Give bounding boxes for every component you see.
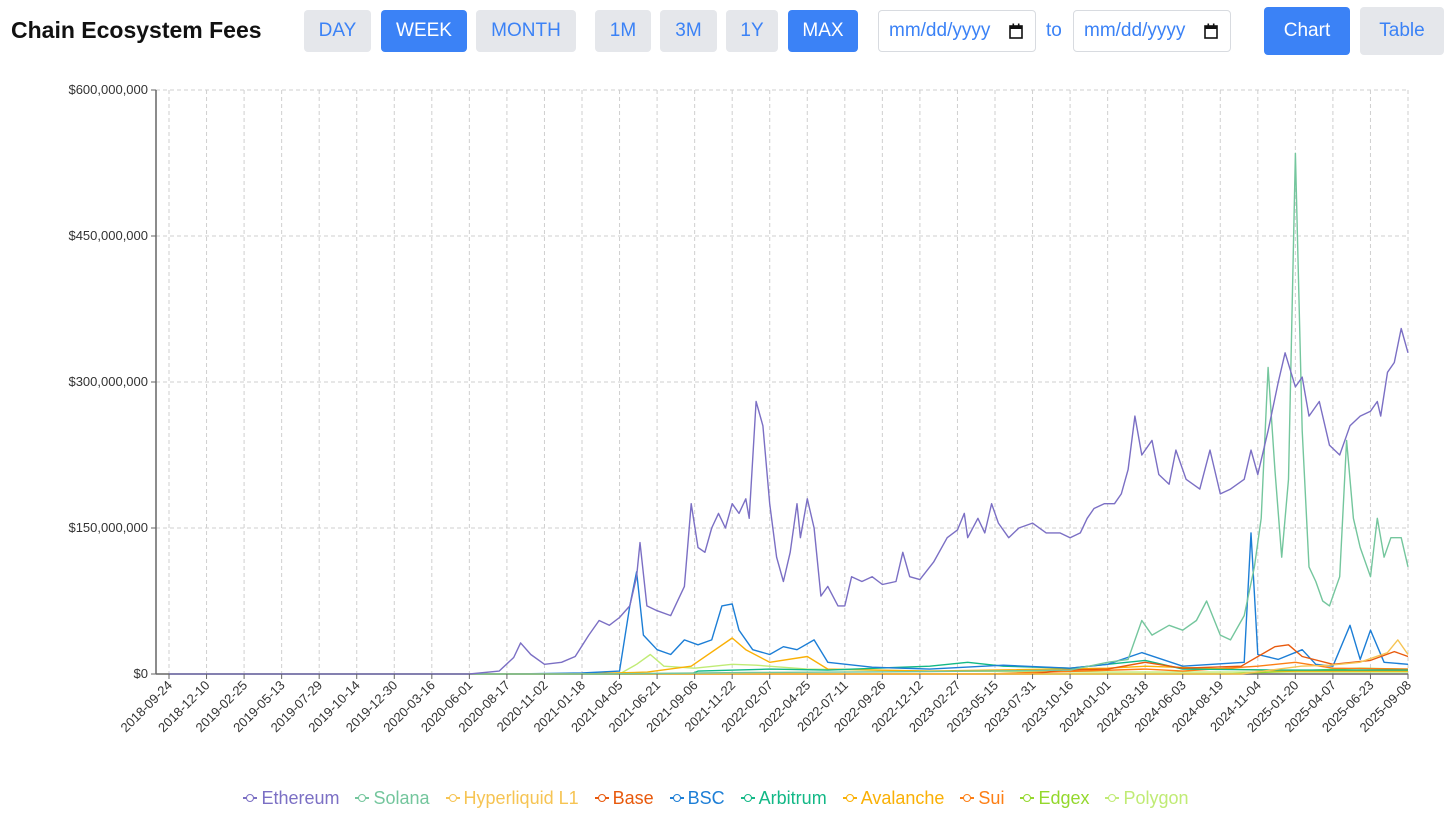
table-view-button[interactable]: Table [1360,7,1444,55]
legend-item-hyperliquid-l1[interactable]: Hyperliquid L1 [445,786,579,810]
range-3m-button[interactable]: 3M [660,10,717,52]
chart-legend: Ethereum Solana Hyperliquid L1 Base BSC Arbit… [0,786,1432,810]
legend-marker-icon [842,793,857,803]
legend-label: Sui [978,787,1005,808]
legend-item-solana[interactable]: Solana [355,786,430,810]
series-line-avalanche[interactable] [169,637,1408,675]
date-to-input[interactable]: mm/dd/yyyy [1073,10,1231,52]
x-axis-ticks: 2018-09-242018-12-102019-02-252019-05-13… [117,674,1414,735]
legend-marker-icon [740,793,755,803]
range-1y-button[interactable]: 1Y [726,10,778,52]
y-axis-ticks: $0 $150,000,000 $300,000,000 $450,000,000 $6… [68,82,156,681]
legend-marker-icon [243,793,258,803]
y-tick-label: $300,000,000 [68,374,148,389]
date-from-placeholder: mm/dd/yyyy [889,20,991,41]
legend-marker-icon [355,793,370,803]
y-tick-label: $150,000,000 [68,520,148,535]
period-week-button[interactable]: WEEK [381,10,467,52]
date-to-placeholder: mm/dd/yyyy [1084,20,1186,41]
range-1m-button[interactable]: 1M [595,10,651,52]
legend-label: Solana [373,787,430,808]
legend-item-bsc[interactable]: BSC [669,786,725,810]
period-day-button[interactable]: DAY [304,10,371,52]
series-line-solana[interactable] [169,152,1409,675]
legend-item-base[interactable]: Base [594,786,654,810]
legend-item-avalanche[interactable]: Avalanche [842,786,945,810]
chart-view-button[interactable]: Chart [1264,7,1350,55]
legend-item-edgex[interactable]: Edgex [1020,786,1089,810]
legend-item-sui[interactable]: Sui [960,786,1004,810]
chart-series [169,152,1409,675]
series-line-hyperliquid-l1[interactable] [169,639,1409,675]
legend-marker-icon [669,793,684,803]
calendar-icon[interactable] [1204,23,1218,39]
legend-label: Base [612,787,654,808]
legend-label: Ethereum [261,787,340,808]
legend-label: Hyperliquid L1 [463,787,579,808]
date-from-input[interactable]: mm/dd/yyyy [878,10,1036,52]
series-line-ethereum[interactable] [169,327,1409,675]
toolbar: Chain Ecosystem Fees DAY WEEK MONTH 1M 3… [0,0,1456,60]
y-tick-label: $450,000,000 [68,228,148,243]
y-tick-label: $600,000,000 [68,82,148,97]
fees-line-chart: $0 $150,000,000 $300,000,000 $450,000,000 $6… [68,82,1414,735]
legend-marker-icon [1020,793,1035,803]
period-month-button[interactable]: MONTH [476,10,576,52]
y-tick-label: $0 [134,666,148,681]
legend-marker-icon [594,793,609,803]
calendar-icon[interactable] [1009,23,1023,39]
legend-marker-icon [960,793,975,803]
range-max-button[interactable]: MAX [788,10,858,52]
legend-label: Arbitrum [758,787,827,808]
legend-label: Avalanche [860,787,945,808]
date-range-to-label: to [1046,20,1062,41]
page-title: Chain Ecosystem Fees [11,17,262,43]
legend-label: Polygon [1123,787,1189,808]
legend-item-ethereum[interactable]: Ethereum [243,786,339,810]
chart-grid [156,89,1409,674]
legend-label: BSC [687,787,725,808]
series-line-bsc[interactable] [169,532,1409,675]
legend-marker-icon [445,793,460,803]
legend-item-polygon[interactable]: Polygon [1105,786,1189,810]
legend-marker-icon [1105,793,1120,803]
legend-item-arbitrum[interactable]: Arbitrum [740,786,827,810]
legend-label: Edgex [1038,787,1090,808]
